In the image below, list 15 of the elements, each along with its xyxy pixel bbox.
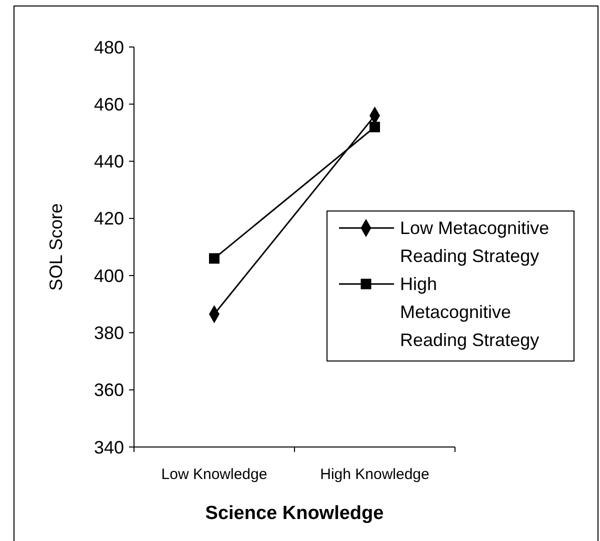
legend-label: Low Metacognitive Reading Strategy [400, 218, 550, 266]
point [209, 253, 220, 264]
legend-label: High Metacognitive Reading Strategy [400, 274, 540, 350]
y-axis-title: SOL Score [46, 203, 66, 291]
y-tick-label: 340 [94, 437, 124, 458]
x-tick-label: Low Knowledge [161, 466, 268, 483]
x-tick-label: High Knowledge [320, 466, 430, 483]
y-tick-label: 440 [94, 152, 124, 172]
x-axis-title: Science Knowledge [205, 503, 384, 524]
y-tick-label: 480 [94, 37, 124, 58]
y-tick-label: 380 [94, 323, 124, 344]
y-tick-label: 400 [94, 266, 124, 286]
y-tick-label: 460 [94, 94, 124, 114]
y-tick-label: 420 [94, 208, 124, 229]
y-tick-label: 360 [94, 380, 124, 400]
